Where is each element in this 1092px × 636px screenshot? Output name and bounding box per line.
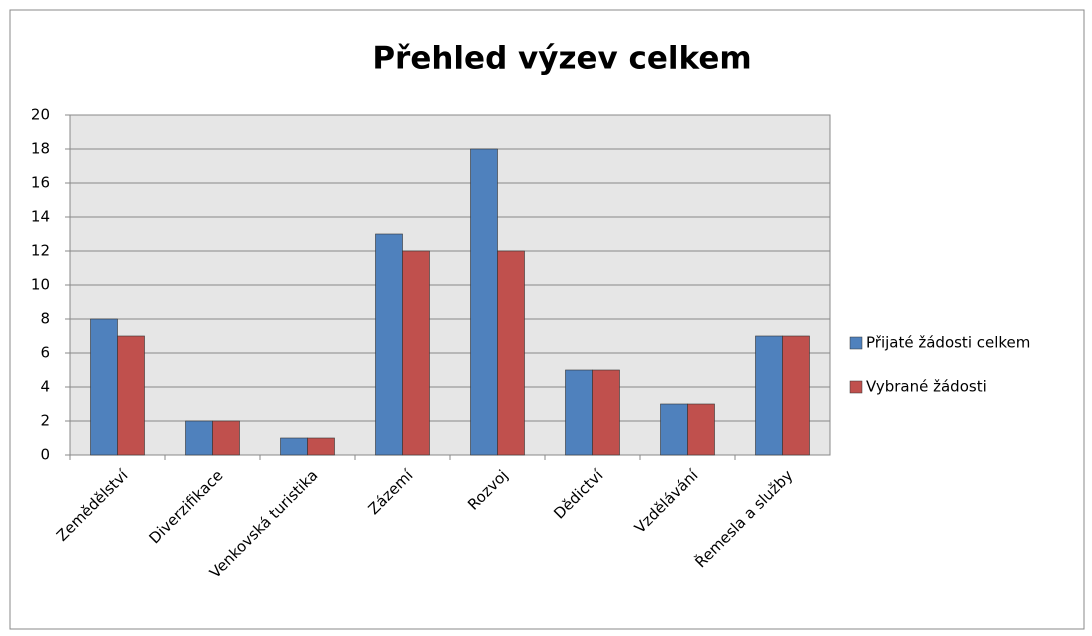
bar [660, 403, 688, 456]
bar [687, 403, 715, 456]
y-tick-label: 10 [31, 276, 50, 294]
bar [402, 250, 430, 456]
chart-title: Přehled výzev celkem [372, 41, 751, 77]
y-tick-label: 8 [40, 310, 50, 328]
y-tick-label: 12 [31, 242, 50, 260]
bar [755, 335, 783, 456]
bar [307, 437, 335, 456]
y-tick-label: 16 [31, 174, 50, 192]
bar [592, 369, 620, 456]
bar [212, 420, 240, 456]
y-tick-label: 2 [40, 412, 50, 430]
legend-swatch [849, 336, 863, 350]
bar [117, 335, 145, 456]
bar [565, 369, 593, 456]
bar [280, 437, 308, 456]
legend-label: Přijaté žádosti celkem [866, 334, 1030, 352]
y-tick-label: 6 [40, 344, 50, 362]
bar [185, 420, 213, 456]
y-tick-label: 4 [40, 378, 50, 396]
bar [90, 318, 118, 456]
legend-swatch [849, 380, 863, 394]
bar [497, 250, 525, 456]
bar [782, 335, 810, 456]
y-tick-label: 0 [40, 446, 50, 464]
y-tick-label: 20 [31, 106, 50, 124]
y-tick-label: 18 [31, 140, 50, 158]
legend-label: Vybrané žádosti [866, 378, 987, 396]
bar [375, 233, 403, 456]
bar [470, 148, 498, 456]
y-tick-label: 14 [31, 208, 50, 226]
